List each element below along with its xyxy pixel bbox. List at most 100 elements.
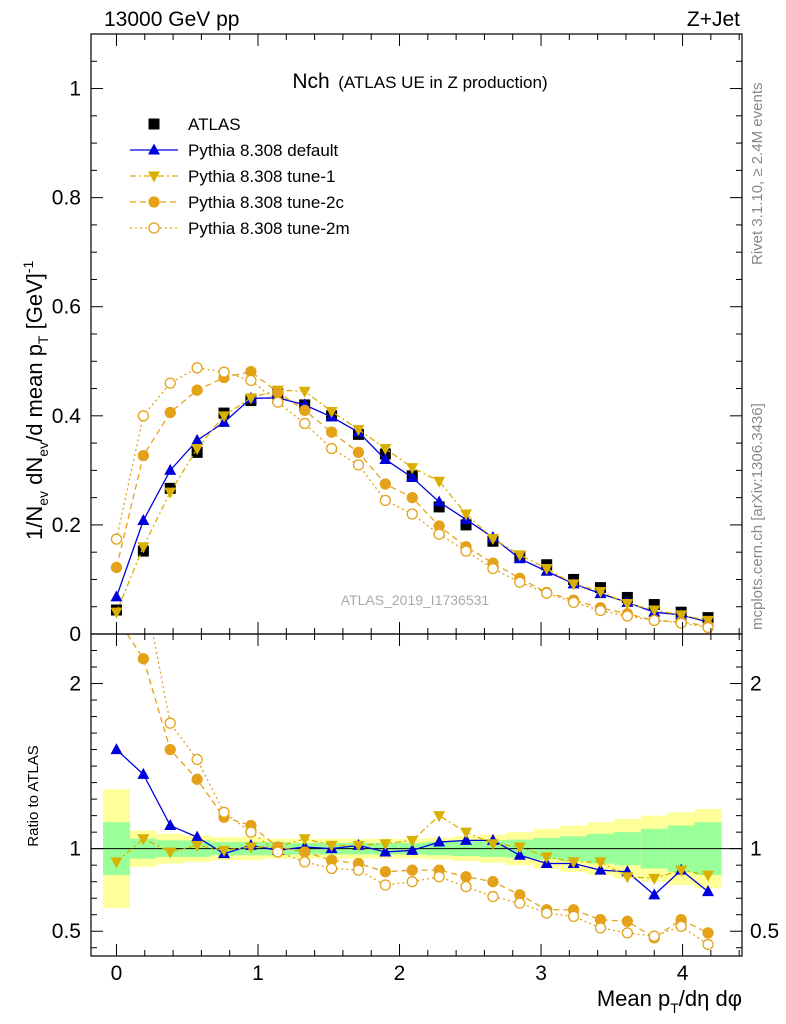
- main-tune1-point: [379, 444, 392, 456]
- legend-label: Pythia 8.308 tune-2m: [188, 219, 350, 238]
- ratio-tune2m-point: [352, 864, 365, 876]
- ratio-y-tick-label: 2: [69, 673, 81, 696]
- main-data-point: [648, 599, 660, 611]
- main-tune2m-point: [594, 604, 607, 617]
- ratio-default-point: [110, 743, 123, 755]
- panel-title-main: Nch: [292, 70, 329, 93]
- ratio-tune1-point: [433, 811, 446, 823]
- main-tune1-point: [298, 386, 311, 398]
- main-tune1-point: [648, 605, 661, 617]
- main-data-point: [460, 519, 472, 531]
- ratio-tune1-point: [621, 872, 634, 884]
- main-tune2c-point: [137, 449, 150, 462]
- ratio-tune1-point: [164, 847, 177, 859]
- ratio-tune2c-point: [379, 866, 392, 878]
- ratio-y-tick-label-right: 2: [750, 673, 762, 696]
- main-tune1-point: [594, 586, 607, 598]
- main-default-point: [164, 463, 177, 475]
- y-tick-label: 0: [69, 623, 81, 646]
- ratio-default-point: [164, 819, 177, 831]
- legend-marker: [148, 222, 160, 234]
- ratio-tune2m-point: [299, 856, 311, 868]
- ratio-tune2c-point: [299, 846, 311, 858]
- ratio-tune1-point: [486, 839, 499, 851]
- ratio-tune1-point: [352, 840, 365, 852]
- ratio-tune1-point: [379, 839, 392, 851]
- ratio-tune2m-point: [164, 717, 176, 729]
- main-tune2c-point: [406, 491, 418, 504]
- x-tick-label: 2: [394, 962, 406, 985]
- ratio-tune2m-point: [406, 876, 418, 888]
- y-tick-label: 1: [69, 78, 81, 101]
- ratio-tune1-point: [460, 827, 473, 839]
- main-tune2m-point: [702, 621, 714, 634]
- ratio-tune2c-point: [191, 773, 203, 785]
- ratio-tune1-point: [648, 873, 661, 885]
- main-tune2m-point: [541, 587, 553, 599]
- y-tick-label: 0.2: [52, 514, 81, 537]
- ratio-tune2m-point: [702, 938, 714, 951]
- ratio-y-tick-label: 0.5: [52, 920, 81, 943]
- ratio-tune1-point: [244, 842, 257, 854]
- x-tick-label: 3: [535, 962, 547, 985]
- ratio-tune2m-point: [325, 862, 338, 875]
- main-default-point: [406, 470, 419, 482]
- ratio-tune2m-point: [541, 907, 553, 919]
- rivet-label: Rivet 3.1.10, ≥ 2.4M events: [749, 83, 766, 266]
- ratio-tune2c-line: [126, 634, 709, 939]
- x-axis-label: Mean pT/dη dφ: [597, 986, 742, 1016]
- ratio-tune2c-point: [460, 871, 472, 883]
- ratio-default-point: [433, 835, 446, 847]
- main-tune1-point: [191, 444, 204, 456]
- main-tune2m-point: [433, 528, 445, 540]
- legend-label: Pythia 8.308 tune-2c: [188, 193, 344, 212]
- ratio-tune1-point: [702, 870, 715, 882]
- ratio-frame: [90, 633, 743, 957]
- ratio-tune1-point: [594, 857, 607, 869]
- main-tune2c-point: [379, 478, 392, 490]
- legend-marker: [148, 171, 160, 183]
- ratio-tune2c-point: [487, 876, 499, 888]
- legend-label: Pythia 8.308 tune-1: [188, 167, 335, 186]
- ratio-default-point: [702, 885, 715, 897]
- x-tick-label: 1: [252, 962, 264, 985]
- watermark: ATLAS_2019_I1736531: [341, 592, 490, 608]
- ratio-tune1-point: [325, 840, 338, 852]
- header-right: Z+Jet: [687, 8, 740, 31]
- legend-marker: [148, 118, 160, 130]
- ratio-tune1-point: [191, 840, 204, 852]
- main-tune2m-point: [648, 614, 660, 627]
- main-tune1-line: [115, 389, 709, 622]
- ratio-tune2m-point: [460, 880, 472, 893]
- ratio-tune2m-point: [594, 922, 607, 934]
- ratio-default-point: [137, 767, 150, 779]
- ratio-tune2m-point: [621, 927, 634, 939]
- axis-ticks: 0 1 2 3 4 0 0.2 0.4 0.6 0.8 1 0.5 0.5 1 1 2 2: [52, 33, 779, 985]
- ratio-default-point: [191, 830, 204, 842]
- ratio-tune1-point: [110, 857, 123, 869]
- main-tune1-point: [137, 542, 150, 554]
- ratio-tune1-point: [406, 835, 419, 847]
- main-tune1-point: [513, 550, 526, 562]
- ratio-tune2m-point: [218, 806, 230, 818]
- main-default-point: [433, 495, 446, 507]
- main-tune2m-point: [299, 417, 311, 430]
- ratio-tune2m-point: [675, 920, 687, 932]
- ratio-tune2m-point: [138, 579, 148, 589]
- main-ylabel: 1/Nev dNev/d mean pT [GeV]-1: [20, 260, 51, 540]
- main-tune1-point: [540, 564, 553, 576]
- ratio-y-tick-label: 1: [69, 838, 81, 861]
- main-tune2c-point: [299, 404, 311, 417]
- main-tune1-point: [218, 411, 231, 423]
- legend-label: Pythia 8.308 default: [188, 141, 339, 160]
- ratio-tune1-point: [513, 842, 526, 854]
- main-tune2m-point: [137, 410, 150, 422]
- main-tune2c-point: [325, 426, 338, 438]
- ratio-default-point: [648, 888, 661, 900]
- main-tune2m-point: [352, 459, 365, 471]
- legend-label: ATLAS: [188, 115, 241, 134]
- main-tune2m-point: [514, 576, 526, 588]
- main-tune2c-point: [352, 446, 365, 459]
- panel-title-sub: (ATLAS UE in Z production): [338, 73, 547, 92]
- ratio-tune2m-point: [191, 753, 203, 766]
